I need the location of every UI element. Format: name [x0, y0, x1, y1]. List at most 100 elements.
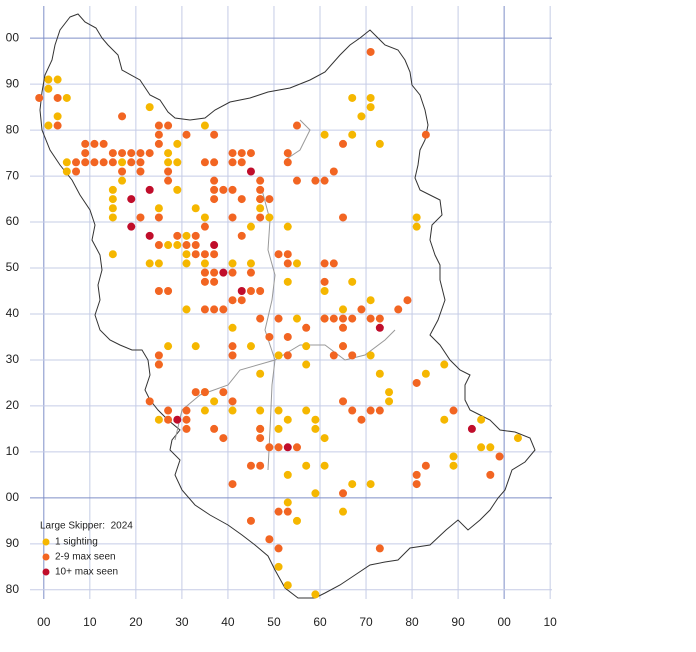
sighting-dot: [118, 112, 127, 121]
sighting-dot: [210, 305, 219, 314]
sighting-dot: [320, 176, 329, 185]
sighting-dot: [108, 149, 117, 158]
sighting-dot: [339, 314, 348, 323]
sighting-dot: [283, 498, 292, 507]
sighting-dot: [200, 250, 209, 259]
sighting-dot: [283, 470, 292, 479]
x-tick-label: 10: [543, 615, 557, 629]
sighting-dot: [182, 424, 191, 433]
sighting-dot: [283, 581, 292, 590]
sighting-dot: [182, 250, 191, 259]
sighting-dot: [164, 287, 173, 296]
sighting-dot: [81, 149, 90, 158]
sighting-dot: [182, 241, 191, 250]
sighting-dot: [375, 369, 384, 378]
sighting-dot: [311, 415, 320, 424]
sighting-dot: [256, 185, 265, 194]
sighting-dot: [256, 176, 265, 185]
sighting-dot: [421, 130, 430, 139]
sighting-dot: [339, 397, 348, 406]
sighting-dot: [154, 241, 163, 250]
sighting-dot: [237, 296, 246, 305]
sighting-dot: [219, 434, 228, 443]
sighting-dot: [412, 480, 421, 489]
sighting-dot: [210, 241, 219, 250]
sighting-dot: [265, 535, 274, 544]
sighting-dot: [62, 167, 71, 176]
sighting-dot: [256, 314, 265, 323]
sighting-dot: [375, 406, 384, 415]
legend-title: Large Skipper: 2024: [40, 521, 133, 532]
sighting-dot: [200, 305, 209, 314]
sighting-dot: [467, 424, 476, 433]
sighting-dot: [339, 342, 348, 351]
x-tick-label: 80: [405, 615, 419, 629]
sighting-dot: [302, 323, 311, 332]
sighting-dot: [81, 139, 90, 148]
legend-label: 2-9 max seen: [55, 552, 116, 563]
sighting-dot: [108, 185, 117, 194]
district-boundary: [174, 119, 396, 471]
sighting-dot: [228, 296, 237, 305]
sighting-dot: [154, 130, 163, 139]
sighting-dot: [44, 75, 53, 84]
sighting-dot: [237, 195, 246, 204]
sighting-dot: [164, 167, 173, 176]
x-tick-label: 20: [129, 615, 143, 629]
sighting-dot: [274, 314, 283, 323]
sighting-dot: [283, 259, 292, 268]
sighting-dot: [53, 93, 62, 102]
sighting-dot: [320, 287, 329, 296]
sighting-dot: [191, 388, 200, 397]
sighting-dot: [375, 314, 384, 323]
sighting-dot: [320, 277, 329, 286]
sighting-dot: [136, 167, 145, 176]
sighting-dot: [210, 277, 219, 286]
sighting-dot: [357, 112, 366, 121]
sighting-dot: [283, 222, 292, 231]
sighting-dot: [283, 149, 292, 158]
sighting-dot: [283, 507, 292, 516]
sighting-dot: [164, 158, 173, 167]
sighting-dot: [173, 241, 182, 250]
sighting-dot: [440, 415, 449, 424]
sighting-dot: [154, 360, 163, 369]
sighting-dot: [173, 139, 182, 148]
y-tick-label: 60: [6, 214, 20, 228]
sighting-dot: [228, 213, 237, 222]
sighting-dot: [228, 406, 237, 415]
sighting-dot: [265, 332, 274, 341]
sighting-dot: [421, 369, 430, 378]
sighting-dot: [256, 213, 265, 222]
sighting-dot: [348, 351, 357, 360]
sighting-dot: [164, 149, 173, 158]
sighting-dot: [246, 342, 255, 351]
sighting-dot: [44, 121, 53, 130]
sighting-dot: [366, 103, 375, 112]
sighting-dot: [99, 158, 108, 167]
sighting-dot: [329, 351, 338, 360]
sighting-dot: [127, 158, 136, 167]
sighting-dot: [256, 461, 265, 470]
sighting-dot: [246, 287, 255, 296]
sighting-dot: [182, 406, 191, 415]
sighting-dot: [200, 158, 209, 167]
sighting-dot: [256, 434, 265, 443]
sighting-dot: [228, 259, 237, 268]
sighting-dot: [219, 185, 228, 194]
sighting-dot: [164, 342, 173, 351]
sighting-dot: [99, 139, 108, 148]
sighting-dot: [154, 415, 163, 424]
sighting-dot: [256, 406, 265, 415]
sighting-dot: [339, 323, 348, 332]
legend-marker: [42, 553, 50, 561]
sighting-dot: [154, 204, 163, 213]
sighting-dot: [108, 213, 117, 222]
sighting-dot: [495, 452, 504, 461]
sighting-dot: [173, 231, 182, 240]
y-tick-label: 80: [6, 582, 20, 596]
sighting-dot: [283, 351, 292, 360]
sighting-dot: [154, 259, 163, 268]
sighting-dot: [145, 259, 154, 268]
